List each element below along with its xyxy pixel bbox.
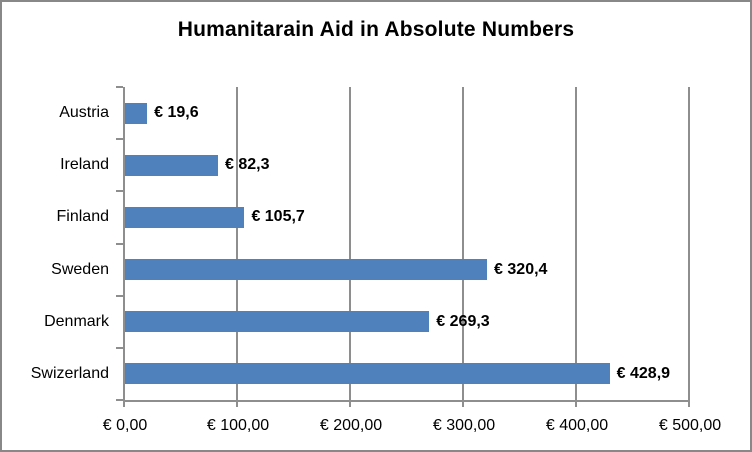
bar-swizerland	[125, 363, 610, 385]
category-label-finland: Finland	[56, 208, 109, 226]
gridline-400	[575, 87, 577, 400]
value-label-finland: € 105,7	[251, 208, 305, 226]
y-axis-tick	[116, 294, 123, 297]
x-axis-tick	[236, 402, 238, 407]
bar-finland	[125, 206, 245, 228]
gridline-300	[462, 87, 464, 400]
x-axis-tick	[688, 402, 690, 407]
bar-sweden	[125, 259, 488, 281]
gridline-100	[236, 87, 238, 400]
value-label-denmark: € 269,3	[436, 312, 490, 330]
category-label-austria: Austria	[59, 104, 109, 122]
x-axis-tick	[123, 402, 125, 407]
category-label-ireland: Ireland	[60, 156, 109, 174]
y-axis-tick	[116, 399, 123, 401]
x-tick-label-300: € 300,00	[432, 417, 496, 434]
value-label-austria: € 19,6	[154, 104, 199, 122]
value-label-sweden: € 320,4	[494, 260, 548, 278]
y-axis-tick	[116, 346, 123, 349]
x-axis-tick	[575, 402, 577, 407]
bar-denmark	[125, 311, 430, 333]
y-axis-tick	[116, 190, 123, 193]
y-axis-tick	[116, 86, 123, 88]
x-axis-tick	[349, 402, 351, 407]
gridline-200	[349, 87, 351, 400]
x-tick-label-400: € 400,00	[545, 417, 609, 434]
x-axis-line	[123, 400, 690, 402]
y-axis-line	[123, 87, 125, 402]
value-label-swizerland: € 428,9	[616, 364, 671, 382]
value-label-ireland: € 82,3	[224, 156, 270, 174]
x-tick-label-500: € 500,00	[658, 417, 722, 434]
bar-austria	[125, 102, 148, 124]
x-axis-tick	[462, 402, 464, 407]
gridline-500	[688, 87, 690, 400]
category-label-denmark: Denmark	[44, 312, 109, 330]
x-tick-label-200: € 200,00	[319, 417, 383, 434]
x-tick-label-100: € 100,00	[206, 417, 270, 434]
x-tick-label-0: € 0,00	[102, 417, 148, 434]
bar-ireland	[125, 154, 218, 176]
category-label-swizerland: Swizerland	[30, 364, 109, 382]
y-axis-tick	[116, 138, 123, 141]
y-axis-tick	[116, 242, 123, 245]
chart-title: Humanitarain Aid in Absolute Numbers	[177, 18, 575, 41]
category-label-sweden: Sweden	[51, 260, 109, 278]
